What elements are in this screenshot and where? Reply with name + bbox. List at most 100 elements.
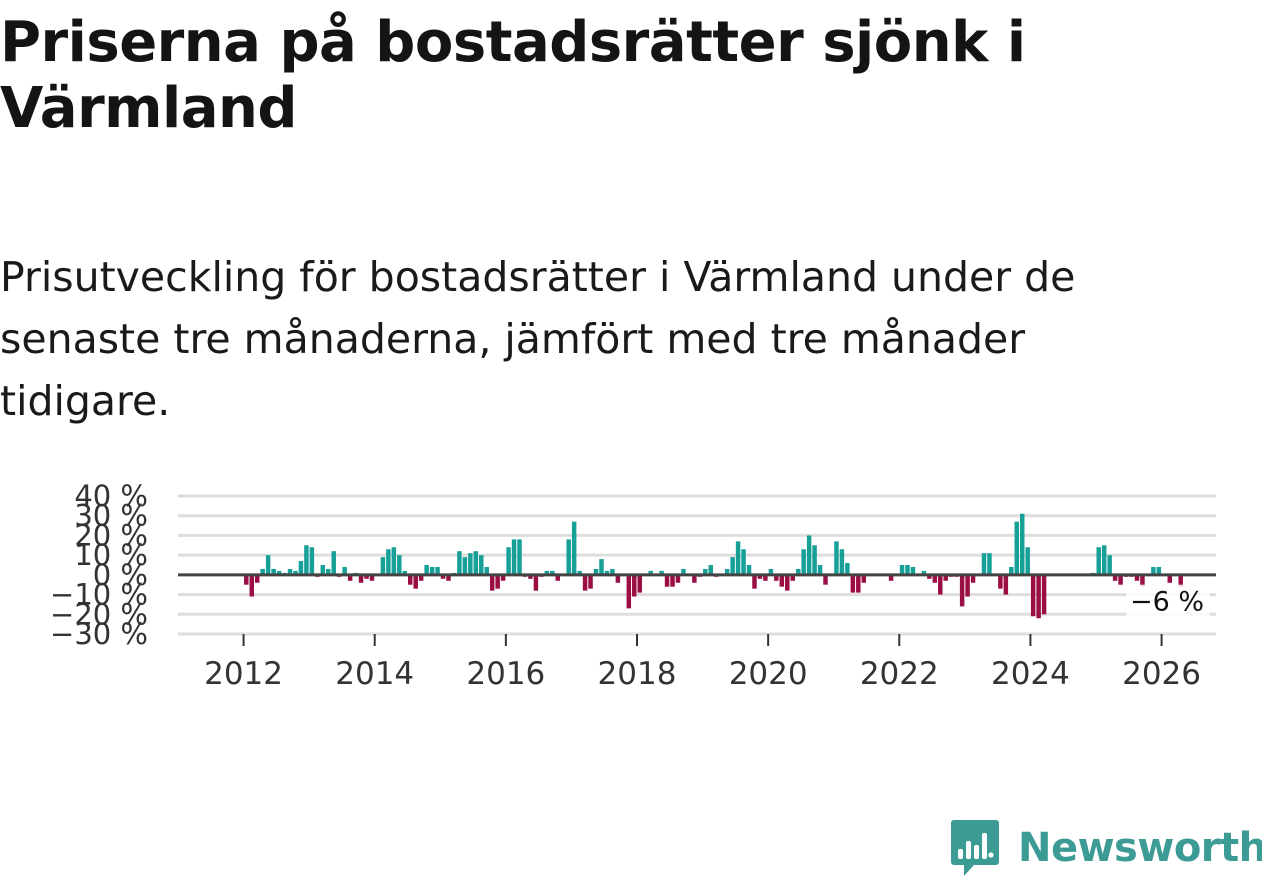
bar [244, 574, 249, 585]
bar [943, 574, 948, 581]
bar [479, 555, 484, 575]
bar [632, 574, 637, 597]
bar [735, 541, 741, 575]
bar [304, 545, 309, 575]
bar [593, 568, 599, 575]
gridlines [178, 494, 1216, 636]
bar [260, 568, 265, 575]
bar [637, 574, 642, 593]
bar [981, 553, 987, 575]
bar [342, 566, 347, 575]
bar [1014, 521, 1020, 575]
newsworthy-logo: Newsworthy [950, 818, 1262, 878]
bar [1112, 574, 1118, 581]
bar [495, 574, 500, 589]
y-tick-label: −30 % [50, 617, 148, 651]
bar [1101, 545, 1107, 575]
y-tick-label: 20 % [74, 518, 148, 552]
bar [724, 568, 730, 575]
bar [457, 551, 462, 575]
bar [823, 574, 828, 585]
bar [347, 574, 353, 581]
bar [588, 574, 593, 589]
bar [834, 541, 839, 575]
bar [899, 565, 905, 575]
bar [380, 557, 386, 575]
bar [615, 574, 621, 583]
bar [790, 574, 795, 581]
bar [462, 557, 468, 575]
x-tick-label: 2012 [204, 656, 283, 692]
bar [970, 574, 976, 583]
y-axis-labels: 40 %30 %20 %10 %0 %−10 %−20 %−30 % [50, 479, 148, 651]
bar [1134, 574, 1140, 581]
bar [544, 570, 550, 575]
bar [254, 574, 260, 583]
x-tick-label: 2024 [991, 656, 1070, 692]
bar [1041, 574, 1047, 615]
bar [604, 570, 610, 575]
bar [927, 574, 932, 579]
bar [429, 566, 435, 575]
bar [1025, 547, 1030, 575]
bar [987, 553, 992, 575]
y-tick-label: 40 % [74, 479, 148, 513]
bar [582, 574, 588, 591]
bar [795, 568, 801, 575]
chart-title: Priserna på bostadsrätter sjönk i Värmla… [0, 10, 1026, 141]
bar [369, 574, 375, 581]
bar [599, 559, 604, 575]
bar [1156, 566, 1162, 575]
bar [528, 574, 533, 579]
bar [1096, 547, 1101, 575]
bar [1009, 566, 1014, 575]
newsworthy-logo-icon [951, 820, 999, 876]
bar [533, 574, 539, 591]
bar [1003, 574, 1009, 595]
bar [905, 565, 910, 575]
y-tick-label: −10 % [50, 578, 148, 612]
bar [358, 574, 364, 583]
bar [757, 574, 763, 579]
bar [424, 565, 429, 575]
bar [577, 570, 582, 575]
bar [555, 574, 561, 581]
bar [391, 547, 397, 575]
bar [402, 570, 408, 575]
bars [244, 513, 1183, 619]
bar [774, 574, 779, 581]
bar [1020, 513, 1025, 575]
bar [959, 574, 965, 607]
bar-chart: 40 %30 %20 %10 %0 %−10 %−20 %−30 % 2012 2… [50, 479, 1216, 692]
bar [397, 555, 402, 575]
bar [861, 574, 867, 583]
last-value-label-bg [1126, 584, 1210, 621]
bar [648, 570, 653, 575]
y-tick-label: −20 % [50, 597, 148, 631]
bar [309, 547, 315, 575]
bar [511, 539, 517, 575]
bar [276, 570, 282, 575]
bar [664, 574, 670, 587]
bar [506, 547, 511, 575]
bar [681, 568, 686, 575]
last-value-annotation: −6 % [1126, 584, 1210, 621]
last-value-label: −6 % [1130, 587, 1204, 618]
bar [473, 551, 479, 575]
bar [938, 574, 943, 595]
bar [1036, 574, 1041, 619]
bar [1107, 555, 1112, 575]
bar [1118, 574, 1123, 585]
bar [675, 574, 681, 583]
bar [692, 574, 697, 583]
bar [801, 549, 806, 575]
bar [271, 568, 276, 575]
bar [839, 549, 845, 575]
bar [287, 568, 293, 575]
bar [418, 574, 424, 581]
bar [763, 574, 768, 581]
bar [298, 561, 304, 575]
bar [741, 549, 746, 575]
bar [571, 521, 577, 575]
y-tick-label: 0 % [93, 558, 148, 592]
